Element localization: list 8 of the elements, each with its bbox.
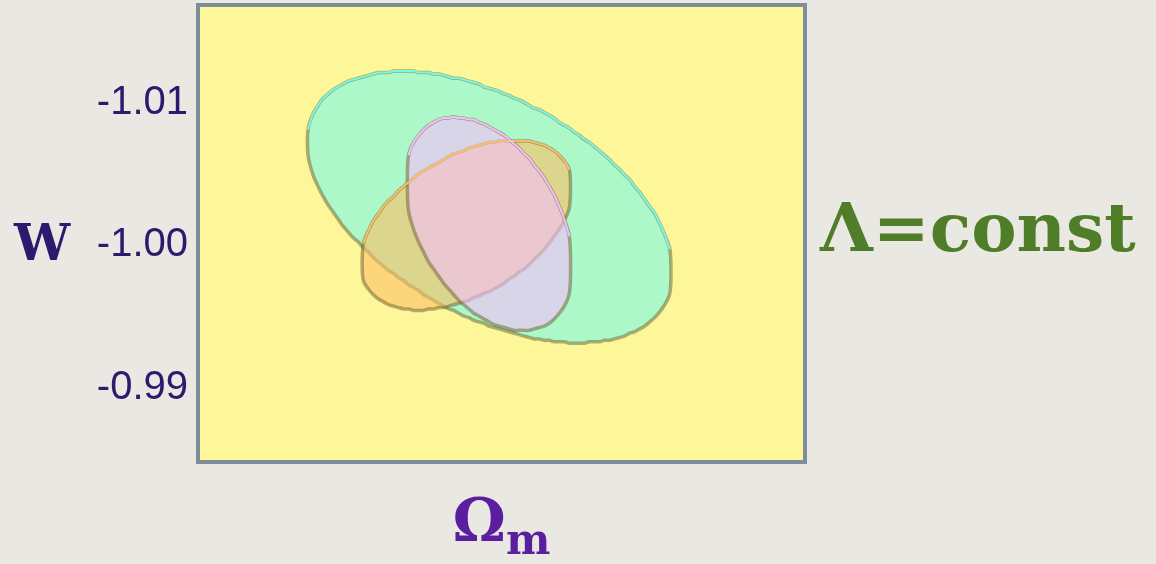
y-tick-label: -1.00	[96, 220, 188, 265]
y-tick-label: -1.01	[96, 77, 188, 122]
y-axis-title: W	[13, 213, 71, 272]
line-series	[362, 139, 571, 245]
line-series	[307, 70, 671, 251]
y-tick-label: -0.99	[96, 362, 188, 407]
x-axis-title: Ω$_{m}$	[452, 485, 551, 564]
text: Λ=const	[819, 187, 1137, 267]
